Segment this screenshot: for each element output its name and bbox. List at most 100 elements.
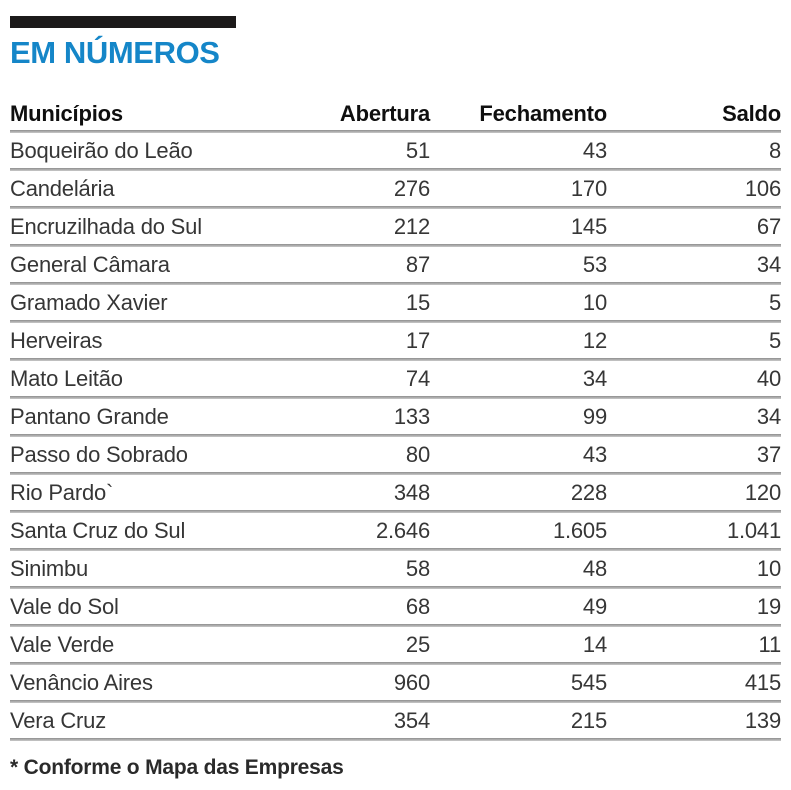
row-separator (10, 700, 781, 703)
fechamento-cell: 53 (582, 251, 607, 277)
fechamento-cell: 43 (582, 441, 607, 467)
table-row: Vale Verde 25 14 11 (10, 627, 781, 662)
table-row: General Câmara 87 53 34 (10, 247, 781, 282)
row-separator (10, 206, 781, 209)
abertura-cell: 354 (393, 707, 430, 733)
table-row: Gramado Xavier 15 10 5 (10, 285, 781, 320)
fechamento-cell: 43 (582, 137, 607, 163)
saldo-cell: 1.041 (726, 517, 781, 543)
municipio-cell: Mato Leitão (10, 365, 123, 391)
row-separator (10, 472, 781, 475)
saldo-cell: 10 (756, 555, 781, 581)
fechamento-cell: 545 (570, 669, 607, 695)
column-header-abertura: Abertura (339, 100, 430, 126)
table-row: Passo do Sobrado 80 43 37 (10, 437, 781, 472)
row-separator (10, 244, 781, 247)
fechamento-cell: 145 (570, 213, 607, 239)
fechamento-cell: 34 (582, 365, 607, 391)
row-separator (10, 586, 781, 589)
abertura-cell: 15 (405, 289, 430, 315)
fechamento-cell: 48 (582, 555, 607, 581)
saldo-cell: 67 (756, 213, 781, 239)
saldo-cell: 120 (744, 479, 781, 505)
municipio-cell: Santa Cruz do Sul (10, 517, 186, 543)
municipio-cell: Vale do Sol (10, 593, 119, 619)
table-row: Mato Leitão 74 34 40 (10, 361, 781, 396)
table-row: Rio Pardo` 348 228 120 (10, 475, 781, 510)
fechamento-cell: 49 (582, 593, 607, 619)
municipio-cell: Vera Cruz (10, 707, 107, 733)
municipio-cell: Candelária (10, 175, 115, 201)
fechamento-cell: 1.605 (552, 517, 607, 543)
abertura-cell: 51 (405, 137, 430, 163)
saldo-cell: 19 (756, 593, 781, 619)
table-row: Vale do Sol 68 49 19 (10, 589, 781, 624)
fechamento-cell: 12 (582, 327, 607, 353)
table-row: Candelária 276 170 106 (10, 171, 781, 206)
saldo-cell: 11 (758, 631, 782, 657)
municipio-cell: Herveiras (10, 327, 103, 353)
saldo-cell: 139 (744, 707, 781, 733)
municipio-cell: Pantano Grande (10, 403, 169, 429)
row-separator (10, 510, 781, 513)
abertura-cell: 276 (393, 175, 430, 201)
municipio-cell: Vale Verde (10, 631, 115, 657)
municipios-table: Municípios Abertura Fechamento Saldo Boq… (10, 97, 781, 741)
saldo-cell: 8 (768, 137, 781, 163)
abertura-cell: 74 (405, 365, 430, 391)
fechamento-cell: 99 (582, 403, 607, 429)
saldo-cell: 415 (744, 669, 781, 695)
abertura-cell: 87 (405, 251, 430, 277)
abertura-cell: 25 (405, 631, 430, 657)
abertura-cell: 58 (405, 555, 430, 581)
row-separator (10, 738, 781, 741)
saldo-cell: 40 (756, 365, 781, 391)
fechamento-cell: 215 (570, 707, 607, 733)
fechamento-cell: 10 (582, 289, 607, 315)
abertura-cell: 212 (393, 213, 430, 239)
row-separator (10, 662, 781, 665)
abertura-cell: 348 (393, 479, 430, 505)
row-separator (10, 396, 781, 399)
saldo-cell: 106 (744, 175, 781, 201)
row-separator (10, 282, 781, 285)
column-header-fechamento: Fechamento (479, 100, 607, 126)
table-header-row: Municípios Abertura Fechamento Saldo (10, 97, 781, 130)
municipio-cell: Rio Pardo` (10, 479, 114, 505)
table-row: Vera Cruz 354 215 139 (10, 703, 781, 738)
table-row: Pantano Grande 133 99 34 (10, 399, 781, 434)
table-row: Boqueirão do Leão 51 43 8 (10, 133, 781, 168)
fechamento-cell: 170 (570, 175, 607, 201)
fechamento-cell: 14 (582, 631, 607, 657)
row-separator (10, 548, 781, 551)
municipio-cell: Passo do Sobrado (10, 441, 188, 467)
page-title: EM NÚMEROS (10, 35, 220, 70)
table-row: Venâncio Aires 960 545 415 (10, 665, 781, 700)
fechamento-cell: 228 (570, 479, 607, 505)
abertura-cell: 2.646 (375, 517, 430, 543)
saldo-cell: 5 (768, 289, 781, 315)
table-row: Santa Cruz do Sul 2.646 1.605 1.041 (10, 513, 781, 548)
saldo-cell: 34 (756, 403, 781, 429)
table-row: Sinimbu 58 48 10 (10, 551, 781, 586)
footnote: * Conforme o Mapa das Empresas (10, 756, 344, 779)
abertura-cell: 68 (405, 593, 430, 619)
saldo-cell: 37 (756, 441, 781, 467)
abertura-cell: 133 (393, 403, 430, 429)
municipio-cell: Sinimbu (10, 555, 89, 581)
table-body: Boqueirão do Leão 51 43 8 Candelária 276… (10, 133, 781, 741)
column-header-saldo: Saldo (722, 100, 781, 126)
saldo-cell: 34 (756, 251, 781, 277)
table-row: Encruzilhada do Sul 212 145 67 (10, 209, 781, 244)
abertura-cell: 960 (393, 669, 430, 695)
municipio-cell: Encruzilhada do Sul (10, 213, 202, 239)
row-separator (10, 434, 781, 437)
row-separator (10, 168, 781, 171)
municipio-cell: General Câmara (10, 251, 170, 277)
title-accent-bar (10, 16, 236, 28)
municipio-cell: Gramado Xavier (10, 289, 168, 315)
saldo-cell: 5 (768, 327, 781, 353)
column-header-municipios: Municípios (10, 100, 123, 126)
header-separator (10, 130, 781, 133)
